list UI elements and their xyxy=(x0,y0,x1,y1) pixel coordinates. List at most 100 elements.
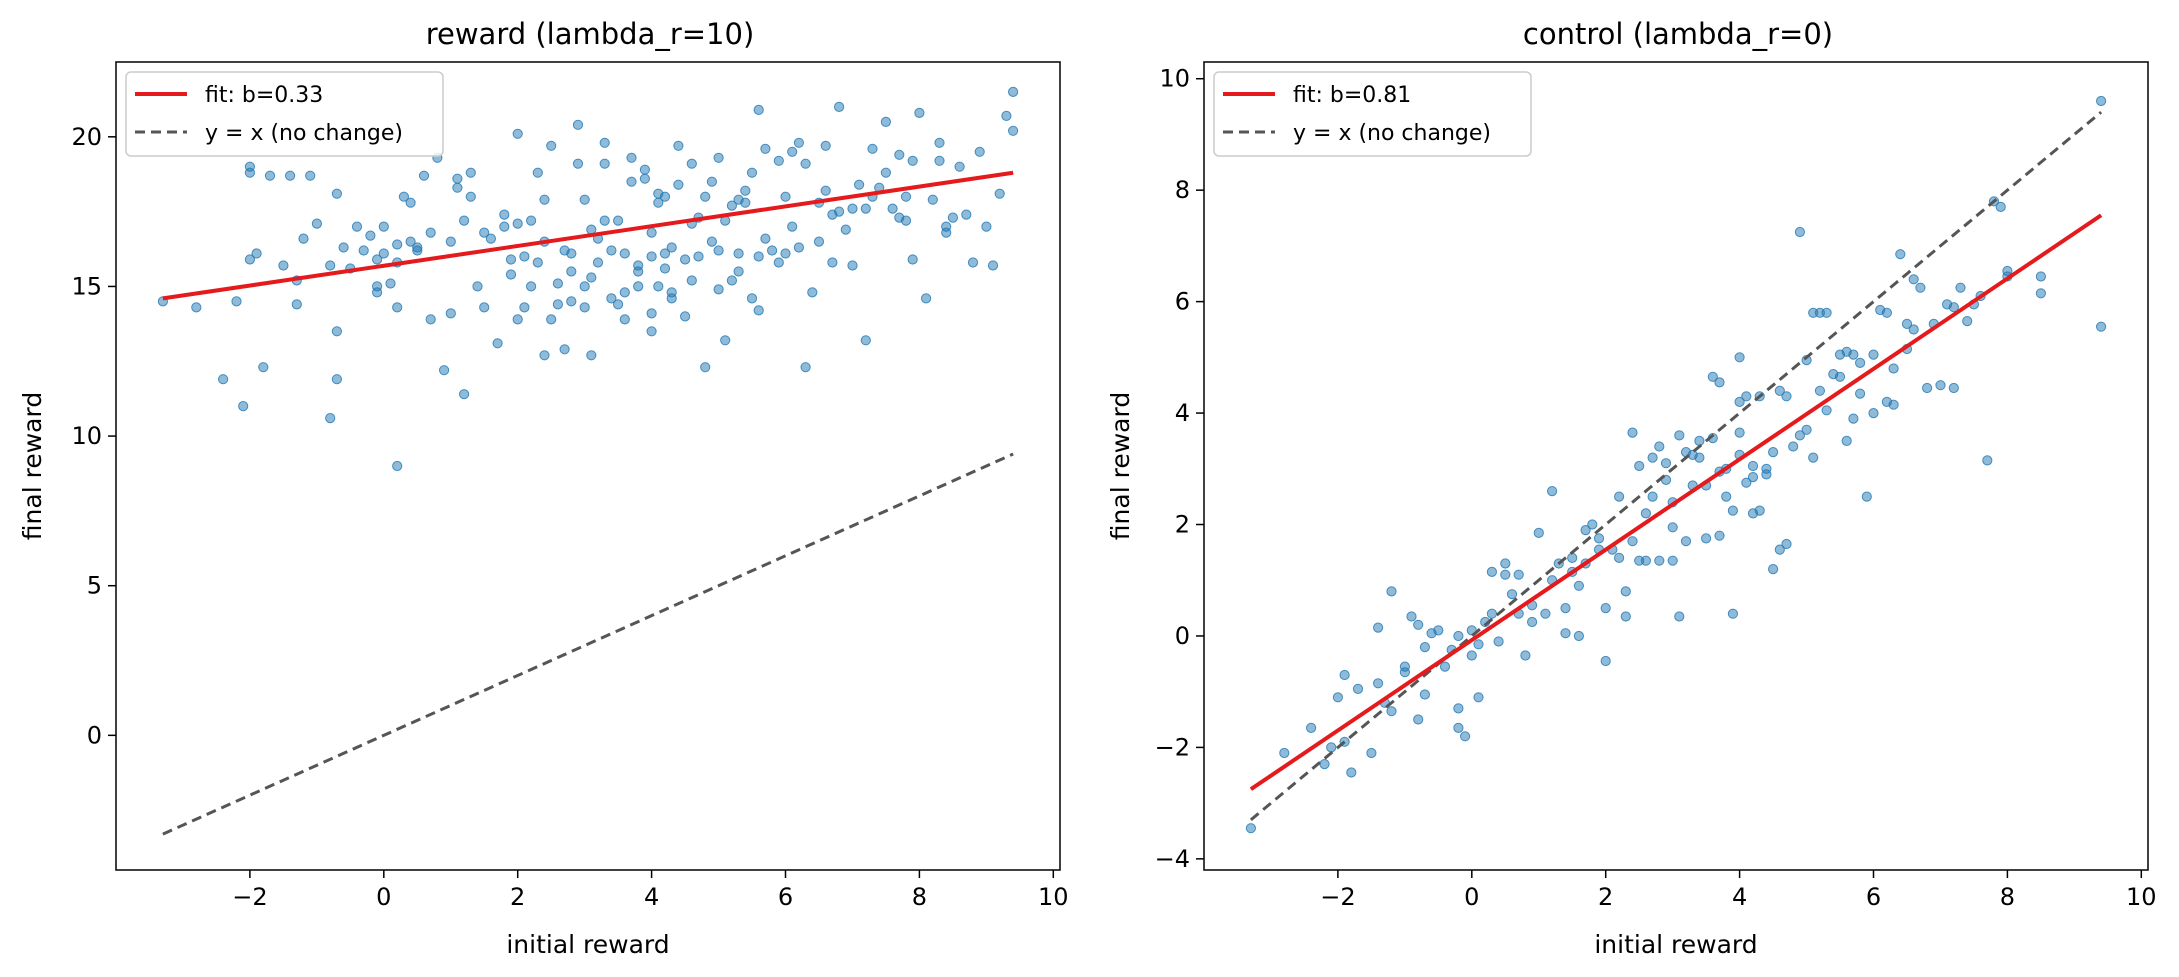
axes-frame xyxy=(115,61,1061,871)
data-point xyxy=(1245,823,1257,834)
data-point xyxy=(1587,519,1598,530)
data-point xyxy=(1540,608,1551,619)
data-point xyxy=(720,335,731,346)
data-point xyxy=(1868,408,1879,419)
data-point xyxy=(331,326,342,337)
data-point xyxy=(773,155,784,166)
data-point xyxy=(579,302,590,313)
data-point xyxy=(921,293,932,304)
data-point xyxy=(499,209,510,220)
data-point xyxy=(445,236,456,247)
data-point xyxy=(867,143,878,154)
data-point xyxy=(1640,555,1652,566)
data-point xyxy=(613,299,624,310)
data-point xyxy=(532,167,543,178)
data-point xyxy=(452,182,463,193)
data-point xyxy=(800,158,811,169)
data-point xyxy=(1721,491,1732,502)
data-point xyxy=(1687,449,1698,460)
data-point xyxy=(1620,611,1631,622)
data-point xyxy=(1386,586,1397,597)
fit-line xyxy=(1249,213,2103,791)
data-point xyxy=(1460,731,1471,742)
data-point xyxy=(311,218,322,229)
data-point xyxy=(1373,622,1384,633)
axes-frame xyxy=(1203,61,2149,871)
x-tick-label: 8 xyxy=(2000,883,2015,911)
data-point xyxy=(1741,391,1752,402)
data-point xyxy=(1995,201,2006,212)
y-tick-label: 5 xyxy=(87,572,102,600)
data-point xyxy=(1593,533,1605,544)
data-point xyxy=(251,248,262,259)
data-point xyxy=(994,188,1005,199)
data-point xyxy=(1486,566,1498,578)
legend: fit: b=0.33 y = x (no change) xyxy=(125,71,444,157)
data-point xyxy=(1486,608,1498,619)
data-point xyxy=(1627,427,1638,438)
data-point xyxy=(653,281,664,292)
data-point xyxy=(686,275,697,286)
legend-fit-label: fit: b=0.33 xyxy=(205,83,323,108)
data-point xyxy=(1533,527,1544,539)
data-point xyxy=(566,296,577,307)
data-point xyxy=(1908,274,1919,285)
data-point xyxy=(1734,352,1745,363)
data-point xyxy=(392,302,403,313)
data-point xyxy=(579,194,590,205)
data-point xyxy=(1332,692,1344,703)
data-point xyxy=(325,413,336,424)
data-point xyxy=(1694,435,1705,446)
data-point xyxy=(552,299,564,310)
data-point xyxy=(1808,452,1819,463)
data-point xyxy=(559,344,570,355)
data-point xyxy=(967,257,979,268)
data-point xyxy=(673,179,684,190)
data-point xyxy=(1821,405,1832,416)
data-point xyxy=(646,326,657,337)
data-point xyxy=(626,176,637,187)
data-point xyxy=(1774,385,1785,396)
data-point xyxy=(1647,452,1658,463)
data-point xyxy=(559,245,570,256)
plot-area xyxy=(157,86,1019,836)
data-point xyxy=(1888,399,1899,410)
data-point xyxy=(1419,689,1431,700)
data-point xyxy=(425,314,436,325)
data-point xyxy=(439,365,450,376)
data-point xyxy=(840,224,851,235)
data-point xyxy=(659,248,671,259)
data-point xyxy=(800,362,811,373)
data-point xyxy=(606,245,617,256)
chart-title: reward (lambda_r=10) xyxy=(426,17,755,51)
data-point xyxy=(338,242,349,253)
data-point xyxy=(1413,619,1424,630)
data-point xyxy=(1326,742,1337,753)
data-point xyxy=(1346,767,1357,778)
fit-line xyxy=(162,170,1014,301)
data-point xyxy=(706,236,718,247)
y-tick-label: 8 xyxy=(1175,176,1190,204)
data-point xyxy=(398,191,409,202)
data-point xyxy=(238,401,249,412)
data-point xyxy=(987,260,999,271)
data-point xyxy=(465,191,476,202)
data-point xyxy=(2035,288,2047,299)
data-point xyxy=(1500,558,1511,569)
data-point xyxy=(1660,458,1672,469)
data-point xyxy=(512,128,523,139)
x-tick-label: 8 xyxy=(912,883,927,911)
data-point xyxy=(1413,714,1424,725)
data-point xyxy=(378,248,389,259)
x-tick-label: 2 xyxy=(1598,883,1613,911)
data-point xyxy=(1366,747,1377,759)
data-point xyxy=(1614,552,1625,564)
data-point xyxy=(934,137,945,148)
data-point xyxy=(2035,271,2047,282)
data-point xyxy=(1707,371,1718,382)
data-point xyxy=(244,254,255,265)
data-point xyxy=(820,140,831,151)
data-point xyxy=(726,275,738,286)
data-point xyxy=(1774,544,1785,555)
data-point xyxy=(472,281,483,292)
